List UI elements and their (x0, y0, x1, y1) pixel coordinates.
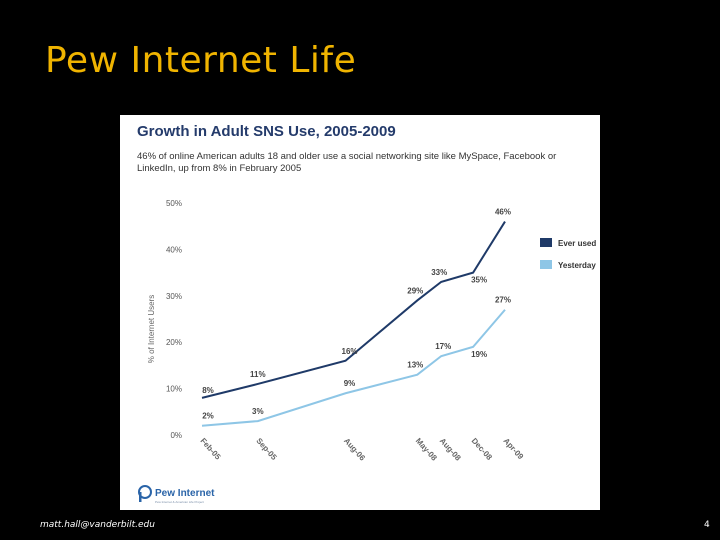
pew-logo-icon-stem (139, 492, 142, 502)
series-line-ever-used (201, 221, 506, 399)
y-tick-label: 30% (166, 292, 182, 301)
x-tick-label: Apr-09 (502, 436, 526, 461)
footer-email: matt.hall@vanderbilt.edu (40, 520, 155, 530)
data-label: 29% (407, 286, 423, 295)
chart-panel: Growth in Adult SNS Use, 2005-2009 46% o… (120, 115, 600, 510)
data-label: 33% (431, 268, 447, 277)
y-tick-label: 50% (166, 199, 182, 208)
pew-logo-text: Pew Internet (155, 488, 215, 499)
chart-title: Growth in Adult SNS Use, 2005-2009 (137, 123, 396, 140)
y-tick-label: 10% (166, 385, 182, 394)
data-label: 2% (202, 412, 214, 421)
x-tick-label: Sep-05 (254, 436, 279, 462)
data-label: 13% (407, 361, 423, 370)
legend-label: Yesterday (558, 261, 596, 270)
x-tick-label: May-08 (414, 436, 439, 463)
data-label: 19% (471, 350, 487, 359)
line-chart: 0% 10% 20% 30% 40% 50% % of Internet Users Feb-… (138, 199, 596, 504)
legend-swatch-ever-used (540, 238, 552, 247)
pew-logo-subtitle: Pew Internet & American Life Project (155, 500, 204, 504)
y-tick-label: 20% (166, 338, 182, 347)
data-label: 9% (344, 379, 356, 388)
y-tick-label: 40% (166, 245, 182, 254)
data-label: 27% (495, 296, 511, 305)
x-tick-label: Feb-05 (199, 436, 223, 462)
x-tick-label: Aug-06 (342, 436, 367, 463)
legend-swatch-yesterday (540, 260, 552, 269)
data-label: 46% (495, 208, 511, 217)
data-label: 11% (250, 370, 266, 379)
series-line-yesterday (201, 309, 506, 427)
x-tick-label: Aug-08 (438, 436, 463, 463)
y-tick-label: 0% (170, 431, 182, 440)
y-axis-label: % of Internet Users (147, 295, 156, 363)
x-tick-label: Dec-08 (470, 436, 495, 462)
data-label: 8% (202, 386, 214, 395)
data-label: 3% (252, 407, 264, 416)
data-label: 35% (471, 276, 487, 285)
slide-title: Pew Internet Life (45, 40, 357, 81)
data-label: 17% (435, 342, 451, 351)
data-label: 16% (342, 347, 358, 356)
legend-label: Ever used (558, 239, 596, 248)
page-number: 4 (704, 520, 710, 530)
chart-subtitle: 46% of online American adults 18 and old… (137, 151, 557, 174)
